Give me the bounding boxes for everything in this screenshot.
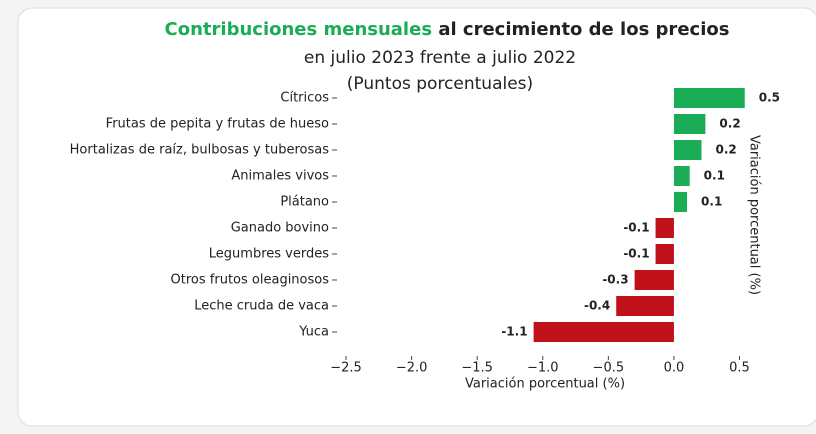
bar: [673, 192, 688, 212]
bar: [634, 270, 674, 290]
bar: [673, 88, 745, 108]
y-tick-label: Leche cruda de vaca: [194, 299, 329, 314]
subtitle: en julio 2023 frente a julio 2022: [304, 48, 576, 68]
chart-title: Contribuciones mensuales al crecimiento …: [165, 19, 730, 40]
value-label: -0.4: [584, 299, 610, 313]
bar: [616, 296, 674, 316]
value-label: 0.1: [704, 169, 725, 183]
value-label: -0.1: [623, 247, 649, 261]
y-tick-label: Hortalizas de raíz, bulbosas y tuberosas: [70, 143, 330, 158]
value-label: -1.1: [501, 325, 527, 339]
y-tick-label: Frutas de pepita y frutas de hueso: [106, 117, 329, 132]
y-axis-label: Variación porcentual (%): [747, 135, 762, 295]
x-tick-label: 0.5: [729, 361, 750, 376]
x-tick-label: −2.0: [396, 361, 428, 376]
bar: [673, 140, 702, 160]
x-tick-label: −1.5: [461, 361, 493, 376]
y-tick-label: Ganado bovino: [231, 221, 329, 236]
x-tick-label: −2.5: [330, 361, 362, 376]
y-tick-label: Yuca: [298, 325, 329, 340]
y-tick-label: Legumbres verdes: [209, 247, 329, 262]
x-axis-label: Variación porcentual (%): [465, 377, 625, 392]
subtitle: (Puntos porcentuales): [347, 74, 533, 94]
x-tick-label: −0.5: [593, 361, 625, 376]
y-tick-label: Animales vivos: [231, 169, 329, 184]
y-tick-label: Cítricos: [280, 91, 329, 106]
value-label: -0.1: [623, 221, 649, 235]
x-tick-label: 0.0: [664, 361, 685, 376]
bar: [655, 244, 674, 264]
y-tick-label: Plátano: [280, 195, 329, 210]
title-highlight: Contribuciones mensuales: [165, 19, 433, 40]
value-label: 0.2: [719, 117, 740, 131]
bar: [533, 322, 674, 342]
y-tick-label: Otros frutos oleaginosos: [171, 273, 330, 288]
value-label: 0.2: [715, 143, 736, 157]
value-label: 0.5: [759, 91, 780, 105]
bar: [673, 166, 690, 186]
x-tick-label: −1.0: [527, 361, 559, 376]
bar: [655, 218, 674, 238]
value-label: 0.1: [701, 195, 722, 209]
value-label: -0.3: [602, 273, 628, 287]
title-rest: al crecimiento de los precios: [438, 19, 729, 40]
bar: [673, 114, 706, 134]
card: [17, 7, 816, 427]
